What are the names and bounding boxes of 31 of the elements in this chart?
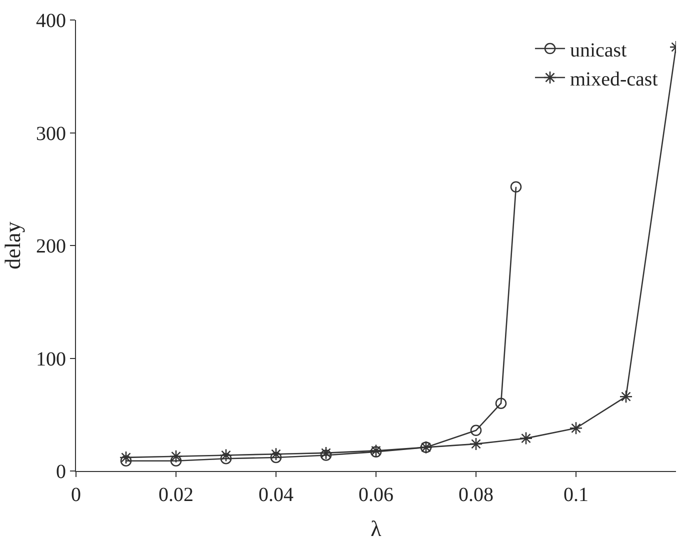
x-axis-title: λ — [370, 516, 382, 541]
point — [470, 424, 482, 436]
x-tick-label: 0.04 — [258, 484, 294, 506]
legend-label: mixed-cast — [570, 68, 658, 90]
point — [320, 450, 332, 461]
legend-label: unicast — [570, 39, 628, 62]
point — [120, 455, 132, 466]
point — [220, 452, 232, 464]
point — [319, 446, 333, 460]
x-tick-label: 0.1 — [564, 484, 588, 506]
point — [495, 398, 507, 409]
point — [469, 437, 483, 451]
x-tick-label: 0.08 — [458, 484, 494, 506]
point — [269, 447, 283, 461]
point — [510, 181, 522, 193]
x-tick-label: 0.02 — [158, 484, 194, 506]
y-tick-label: 400 — [36, 10, 66, 32]
point — [170, 455, 182, 466]
y-axis-title: delay — [0, 222, 25, 270]
y-tick-label: 200 — [36, 236, 66, 258]
point — [569, 422, 583, 435]
y-tick-label: 0 — [56, 461, 66, 483]
y-tick-label: 100 — [36, 348, 66, 370]
point — [169, 450, 183, 463]
x-tick-label: 0.06 — [358, 484, 394, 506]
y-tick-label: 300 — [36, 122, 66, 145]
point — [270, 452, 282, 464]
point — [219, 448, 233, 462]
x-tick-label: 0 — [71, 484, 81, 506]
point — [619, 390, 633, 404]
point — [519, 432, 533, 445]
